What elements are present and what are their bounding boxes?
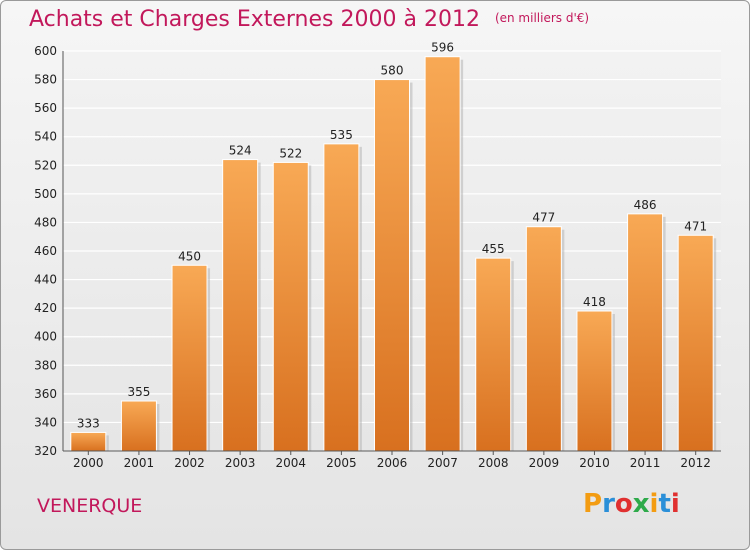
bar-2001	[120, 400, 157, 452]
x-tick-label-2008: 2008	[478, 456, 509, 470]
bar-2009	[525, 226, 562, 452]
x-tick-label-2001: 2001	[124, 456, 155, 470]
bar-2008	[475, 257, 512, 452]
y-tick-label: 500	[34, 187, 57, 201]
bar-2010	[576, 310, 613, 452]
y-tick-label: 380	[34, 358, 57, 372]
x-tick-label-2009: 2009	[529, 456, 560, 470]
bar-2011	[627, 213, 664, 452]
y-tick-label: 360	[34, 387, 57, 401]
value-label-2012: 471	[684, 219, 707, 233]
x-tick-label-2011: 2011	[630, 456, 661, 470]
logo-letter: i	[670, 489, 680, 519]
y-tick-label: 520	[34, 158, 57, 172]
bar-2000	[70, 431, 107, 452]
value-label-2006: 580	[381, 64, 404, 78]
chart-title-text: Achats et Charges Externes 2000 à 2012	[29, 7, 480, 32]
value-label-2005: 535	[330, 128, 353, 142]
x-tick-label-2002: 2002	[174, 456, 205, 470]
y-tick-label: 340	[34, 415, 57, 429]
value-label-2008: 455	[482, 242, 505, 256]
bar-2004	[272, 161, 309, 452]
chart-title: Achats et Charges Externes 2000 à 2012 (…	[29, 7, 589, 32]
bar-2005	[323, 143, 360, 452]
logo-letter: o	[614, 489, 633, 519]
y-tick-label: 400	[34, 330, 57, 344]
value-label-2009: 477	[532, 211, 555, 225]
value-label-2002: 450	[178, 249, 201, 263]
x-tick-label-2010: 2010	[579, 456, 610, 470]
y-tick-label: 480	[34, 215, 57, 229]
town-name: VENERQUE	[37, 495, 143, 517]
y-tick-label: 580	[34, 73, 57, 87]
y-tick-label: 560	[34, 101, 57, 115]
x-tick-label-2006: 2006	[377, 456, 408, 470]
bar-2012	[677, 234, 714, 452]
value-label-2010: 418	[583, 295, 606, 309]
logo-letter: r	[602, 489, 615, 519]
bar-2006	[374, 79, 410, 452]
value-label-2000: 333	[77, 416, 100, 430]
y-tick-label: 320	[34, 444, 57, 458]
logo-letter: t	[658, 489, 671, 519]
y-tick-label: 440	[34, 273, 57, 287]
y-tick-label: 600	[34, 44, 57, 58]
x-tick-label-2003: 2003	[225, 456, 256, 470]
bar-2003	[222, 159, 259, 452]
value-label-2011: 486	[634, 198, 657, 212]
value-label-2004: 522	[279, 146, 302, 160]
value-label-2001: 355	[127, 385, 150, 399]
value-label-2003: 524	[229, 144, 252, 158]
x-tick-label-2000: 2000	[73, 456, 104, 470]
logo-letter: P	[583, 489, 603, 519]
logo-letter: x	[632, 489, 650, 519]
bar-2007	[424, 56, 461, 452]
x-tick-label-2012: 2012	[680, 456, 711, 470]
x-tick-label-2005: 2005	[326, 456, 357, 470]
logo-letter: i	[649, 489, 659, 519]
x-tick-label-2004: 2004	[275, 456, 306, 470]
chart-subtitle: (en milliers d'€)	[494, 11, 590, 25]
y-tick-label: 420	[34, 301, 57, 315]
bar-2002	[171, 264, 208, 452]
x-tick-label-2007: 2007	[427, 456, 458, 470]
y-tick-label: 540	[34, 130, 57, 144]
proxiti-logo: Proxiti	[583, 489, 680, 519]
y-tick-label: 460	[34, 244, 57, 258]
value-label-2007: 596	[431, 41, 454, 55]
